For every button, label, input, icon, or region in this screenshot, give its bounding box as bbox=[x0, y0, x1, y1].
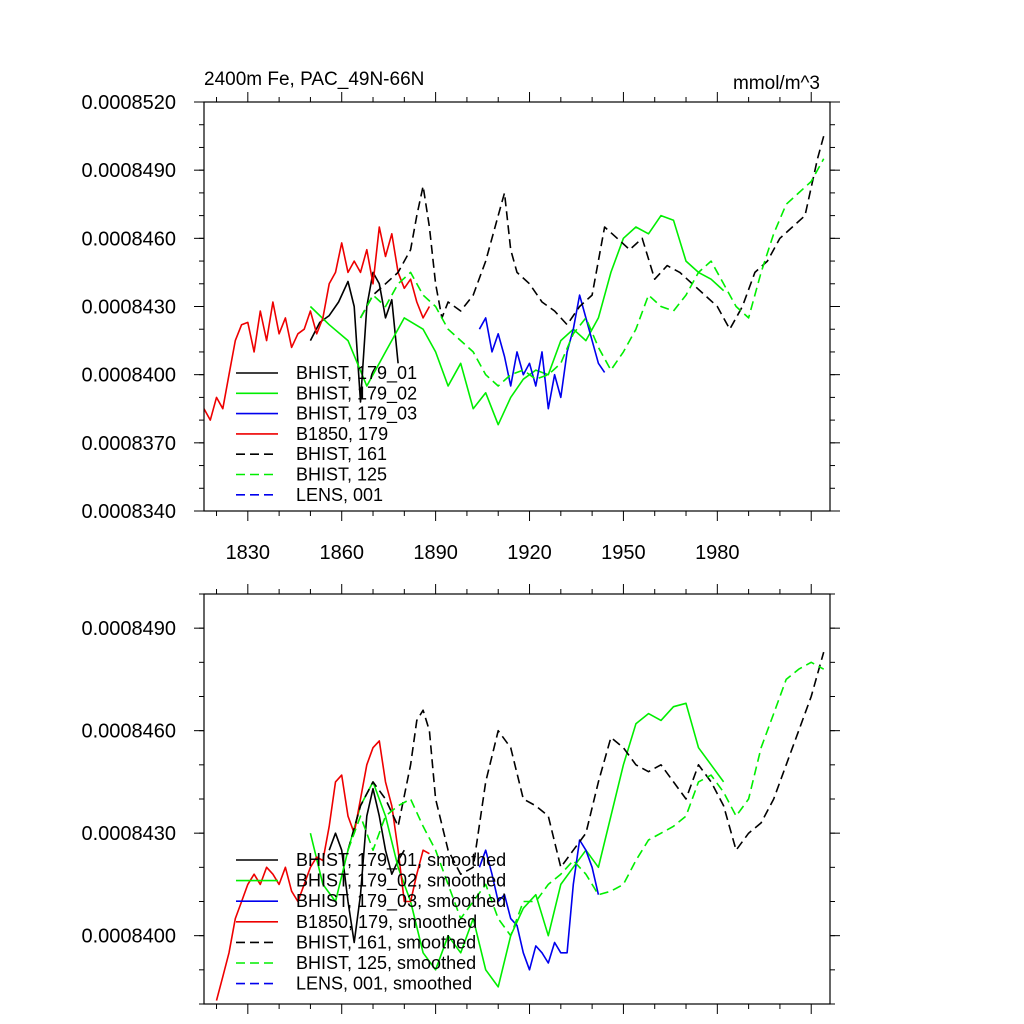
bottom-series-line-4 bbox=[347, 651, 825, 875]
top-legend-label: BHIST, 179_03 bbox=[296, 404, 417, 425]
top-x-tick-label: 1890 bbox=[413, 542, 458, 564]
top-y-tick-label: 0.0008340 bbox=[81, 501, 176, 523]
top-x-tick-label: 1980 bbox=[695, 542, 740, 564]
top-series-line-4 bbox=[359, 135, 825, 330]
bottom-legend-label: B1850, 179, smoothed bbox=[296, 912, 477, 932]
bottom-legend-label: LENS, 001, smoothed bbox=[296, 974, 472, 994]
top-series-line-3 bbox=[204, 226, 431, 421]
bottom-y-tick-label: 0.0008400 bbox=[81, 926, 176, 948]
top-panel-units: mmol/m^3 bbox=[733, 73, 820, 94]
bottom-panel: 0.0008400 0.0008430 0.0008460 0.0008490 BHI… bbox=[81, 584, 840, 1014]
bottom-legend-label: BHIST, 179_03, smoothed bbox=[296, 891, 506, 912]
bottom-series-layer bbox=[215, 651, 825, 1001]
bottom-legend-label: BHIST, 125, smoothed bbox=[296, 953, 476, 973]
bottom-series-line-2 bbox=[478, 839, 600, 971]
top-y-tick-label: 0.0008370 bbox=[81, 433, 176, 455]
top-ticks-layer: 1830 1860 1890 1920 1950 1980 0.0008340 0.00083… bbox=[81, 92, 840, 564]
top-series-line-2 bbox=[478, 294, 606, 410]
top-x-tick-label: 1950 bbox=[601, 542, 646, 564]
top-x-tick-label: 1920 bbox=[507, 542, 552, 564]
top-legend-label: BHIST, 125 bbox=[296, 465, 387, 485]
top-series-line-0 bbox=[309, 271, 399, 403]
top-panel: 2400m Fe, PAC_49N-66N mmol/m^3 1830 1860 1… bbox=[81, 69, 840, 564]
top-legend-label: LENS, 001 bbox=[296, 485, 383, 505]
bottom-series-line-0 bbox=[328, 787, 405, 944]
top-y-tick-label: 0.0008490 bbox=[81, 160, 176, 182]
top-panel-title: 2400m Fe, PAC_49N-66N bbox=[204, 69, 424, 90]
top-legend-label: BHIST, 179_02 bbox=[296, 383, 417, 404]
bottom-y-tick-label: 0.0008460 bbox=[81, 721, 176, 743]
bottom-y-tick-label: 0.0008430 bbox=[81, 823, 176, 845]
top-y-tick-label: 0.0008520 bbox=[81, 92, 176, 114]
top-x-tick-label: 1860 bbox=[319, 542, 364, 564]
bottom-series-line-1 bbox=[309, 702, 725, 988]
top-series-line-5 bbox=[359, 158, 825, 387]
bottom-legend-label: BHIST, 161, smoothed bbox=[296, 932, 476, 952]
bottom-y-tick-label: 0.0008490 bbox=[81, 618, 176, 640]
top-y-tick-label: 0.0008400 bbox=[81, 365, 176, 387]
bottom-legend-label: BHIST, 179_01, smoothed bbox=[296, 850, 506, 871]
top-series-layer bbox=[204, 135, 825, 426]
top-y-tick-label: 0.0008460 bbox=[81, 228, 176, 250]
top-y-tick-label: 0.0008430 bbox=[81, 297, 176, 319]
top-x-tick-label: 1830 bbox=[226, 542, 271, 564]
top-legend-label: BHIST, 161 bbox=[296, 444, 387, 464]
top-series-line-1 bbox=[309, 214, 725, 426]
bottom-series-line-3 bbox=[215, 740, 430, 1001]
bottom-ticks-layer: 0.0008400 0.0008430 0.0008460 0.0008490 bbox=[81, 584, 840, 1014]
bottom-series-line-5 bbox=[347, 661, 825, 937]
top-legend-label: B1850, 179 bbox=[296, 424, 388, 444]
bottom-legend-label: BHIST, 179_02, smoothed bbox=[296, 871, 506, 892]
top-legend-label: BHIST, 179_01 bbox=[296, 363, 417, 384]
